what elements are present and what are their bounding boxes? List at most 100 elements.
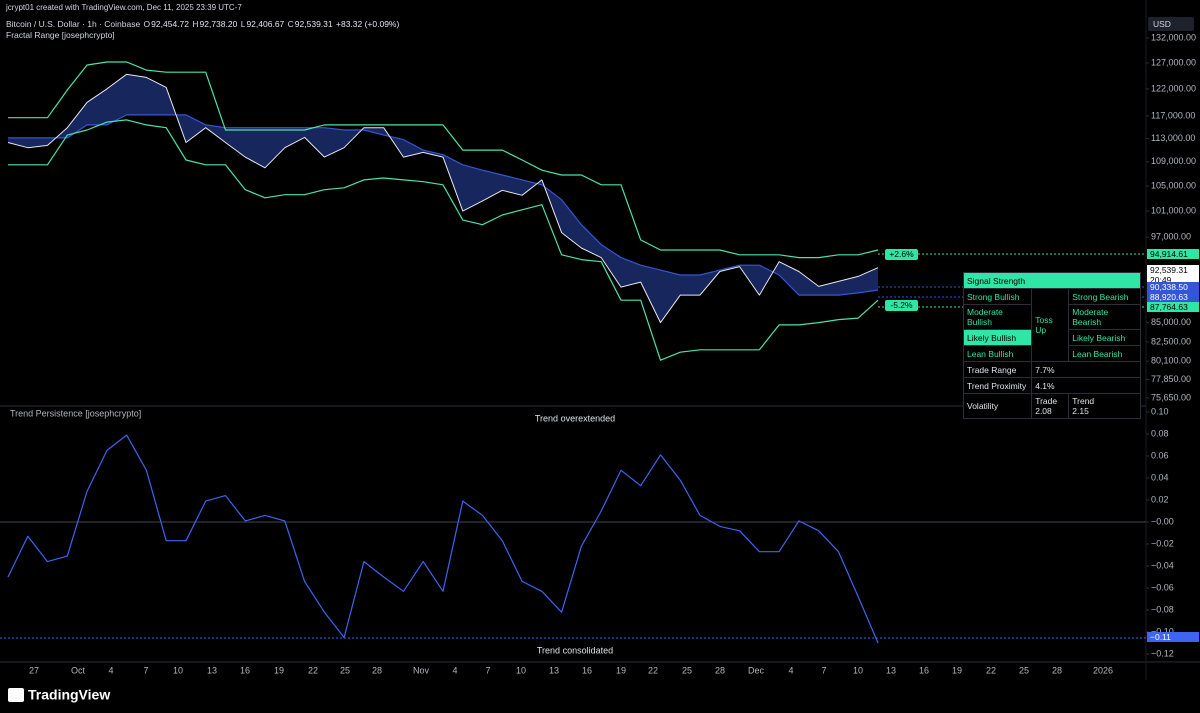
ohlc-label: C xyxy=(287,19,294,29)
stat-value: 7.7% xyxy=(1031,361,1141,378)
x-tick-label: 7 xyxy=(143,665,148,675)
ohlc-value: 92,454.72 xyxy=(151,19,189,29)
x-tick-label: 25 xyxy=(1019,665,1029,675)
x-tick-label: Oct xyxy=(71,665,86,675)
annotation: Trend consolidated xyxy=(537,645,613,655)
y-tick-label: 109,000.00 xyxy=(1151,156,1196,166)
y-tick-label: 82,500.00 xyxy=(1151,336,1191,346)
x-tick-label: 4 xyxy=(788,665,793,675)
signal-middle: Toss Up xyxy=(1031,288,1070,362)
stat-label: Trend Proximity xyxy=(962,377,1033,394)
x-tick-label: 13 xyxy=(207,665,217,675)
value-tag: −0.11 xyxy=(1147,632,1199,642)
x-tick-label: 10 xyxy=(173,665,183,675)
price-tag: 92,539.31 xyxy=(1147,265,1199,275)
y-tick-label: −0.12 xyxy=(1151,648,1174,658)
x-tick-label: Nov xyxy=(413,665,430,675)
signal-cell: Likely Bearish xyxy=(1068,329,1141,346)
x-tick-label: 2026 xyxy=(1093,665,1113,675)
y-tick-label: 132,000.00 xyxy=(1151,32,1196,42)
signal-cell: Strong Bullish xyxy=(962,288,1033,305)
trend-fill xyxy=(8,74,878,323)
stat-label: Volatility xyxy=(962,393,1033,419)
signal-cell: Lean Bearish xyxy=(1068,345,1141,362)
credit: jcrypt01 created with TradingView.com, D… xyxy=(6,3,242,12)
x-tick-label: 28 xyxy=(372,665,382,675)
x-tick-label: 13 xyxy=(549,665,559,675)
x-tick-label: 25 xyxy=(682,665,692,675)
x-tick-label: Dec xyxy=(748,665,765,675)
ohlc-value: 92,738.20 xyxy=(199,19,238,29)
x-tick-label: 4 xyxy=(108,665,113,675)
x-tick-label: 13 xyxy=(886,665,896,675)
y-tick-label: 105,000.00 xyxy=(1151,180,1196,190)
signal-cell-active: Likely Bullish xyxy=(962,329,1033,346)
price-tag: 94,914.61 xyxy=(1147,249,1199,259)
x-tick-label: 19 xyxy=(952,665,962,675)
x-tick-label: 22 xyxy=(308,665,318,675)
x-tick-label: 10 xyxy=(516,665,526,675)
currency-button[interactable]: USD xyxy=(1148,17,1194,31)
vol-label: Trade xyxy=(1035,396,1058,406)
y-tick-label: 75,650.00 xyxy=(1151,392,1191,402)
indicator-name: Fractal Range [josephcrypto] xyxy=(6,30,115,40)
lower-pct-tag: -5.2% xyxy=(885,300,918,311)
y-tick-label: 0.02 xyxy=(1151,494,1169,504)
y-tick-label: 0.08 xyxy=(1151,428,1169,438)
x-tick-label: 16 xyxy=(240,665,250,675)
y-tick-label: −0.08 xyxy=(1151,604,1174,614)
change: +83.32 (+0.09%) xyxy=(336,19,400,29)
y-tick-label: −0.10 xyxy=(1151,626,1174,636)
y-tick-label: 97,000.00 xyxy=(1151,232,1191,242)
x-tick-label: 27 xyxy=(29,665,39,675)
table-header: Signal Strength xyxy=(963,272,1141,289)
x-tick-label: 22 xyxy=(986,665,996,675)
stat-value: Trend 2.15 xyxy=(1068,393,1141,419)
y-tick-label: 117,000.00 xyxy=(1151,110,1195,120)
upper-pct-tag: +2.6% xyxy=(885,249,918,260)
ohlc-label: H xyxy=(192,19,199,29)
y-tick-label: 85,000.00 xyxy=(1151,317,1191,327)
x-tick-label: 28 xyxy=(715,665,725,675)
series-line xyxy=(8,61,879,259)
x-tick-label: 4 xyxy=(452,665,457,675)
y-tick-label: 113,000.00 xyxy=(1151,133,1195,143)
symbol: Bitcoin / U.S. Dollar · 1h · Coinbase xyxy=(6,19,141,29)
x-tick-label: 16 xyxy=(919,665,929,675)
stat-value: 4.1% xyxy=(1031,377,1141,394)
ohlc-value: 92,406.67 xyxy=(246,19,285,29)
series-line xyxy=(8,119,879,361)
ohlc-label: O xyxy=(143,19,151,29)
y-tick-label: 101,000.00 xyxy=(1151,205,1196,215)
series-line xyxy=(7,73,879,324)
price-tag: 87,764.63 xyxy=(1147,302,1199,312)
x-tick-label: 19 xyxy=(616,665,626,675)
y-tick-label: −0.00 xyxy=(1151,516,1174,526)
x-tick-label: 7 xyxy=(485,665,490,675)
signal-cell: Moderate Bearish xyxy=(1068,304,1141,330)
ohlc-label: L xyxy=(240,19,246,29)
x-tick-label: 10 xyxy=(853,665,863,675)
signal-cell: Strong Bearish xyxy=(1068,288,1141,305)
symbol-line: Bitcoin / U.S. Dollar · 1h · Coinbase O9… xyxy=(6,19,400,29)
signal-cell: Moderate Bullish xyxy=(962,304,1033,330)
y-tick-label: 0.04 xyxy=(1151,472,1169,482)
y-tick-label: 127,000.00 xyxy=(1151,57,1196,67)
x-tick-label: 7 xyxy=(821,665,826,675)
y-tick-label: −0.02 xyxy=(1151,538,1174,548)
vol-value: 2.15 xyxy=(1072,406,1089,416)
y-tick-label: 80,100.00 xyxy=(1151,355,1191,365)
y-tick-label: 122,000.00 xyxy=(1151,83,1196,93)
logo-icon xyxy=(8,688,24,702)
y-tick-label: −0.04 xyxy=(1151,560,1174,570)
ohlc-value: 92,539.31 xyxy=(294,19,333,29)
x-tick-label: 19 xyxy=(274,665,284,675)
countdown-tag: 20:49 xyxy=(1147,275,1199,285)
y-tick-label: 0.06 xyxy=(1151,450,1169,460)
price-tag: 88,920.63 xyxy=(1147,292,1199,302)
annotation: Trend overextended xyxy=(535,413,615,423)
x-tick-label: 25 xyxy=(340,665,350,675)
x-tick-label: 22 xyxy=(648,665,658,675)
